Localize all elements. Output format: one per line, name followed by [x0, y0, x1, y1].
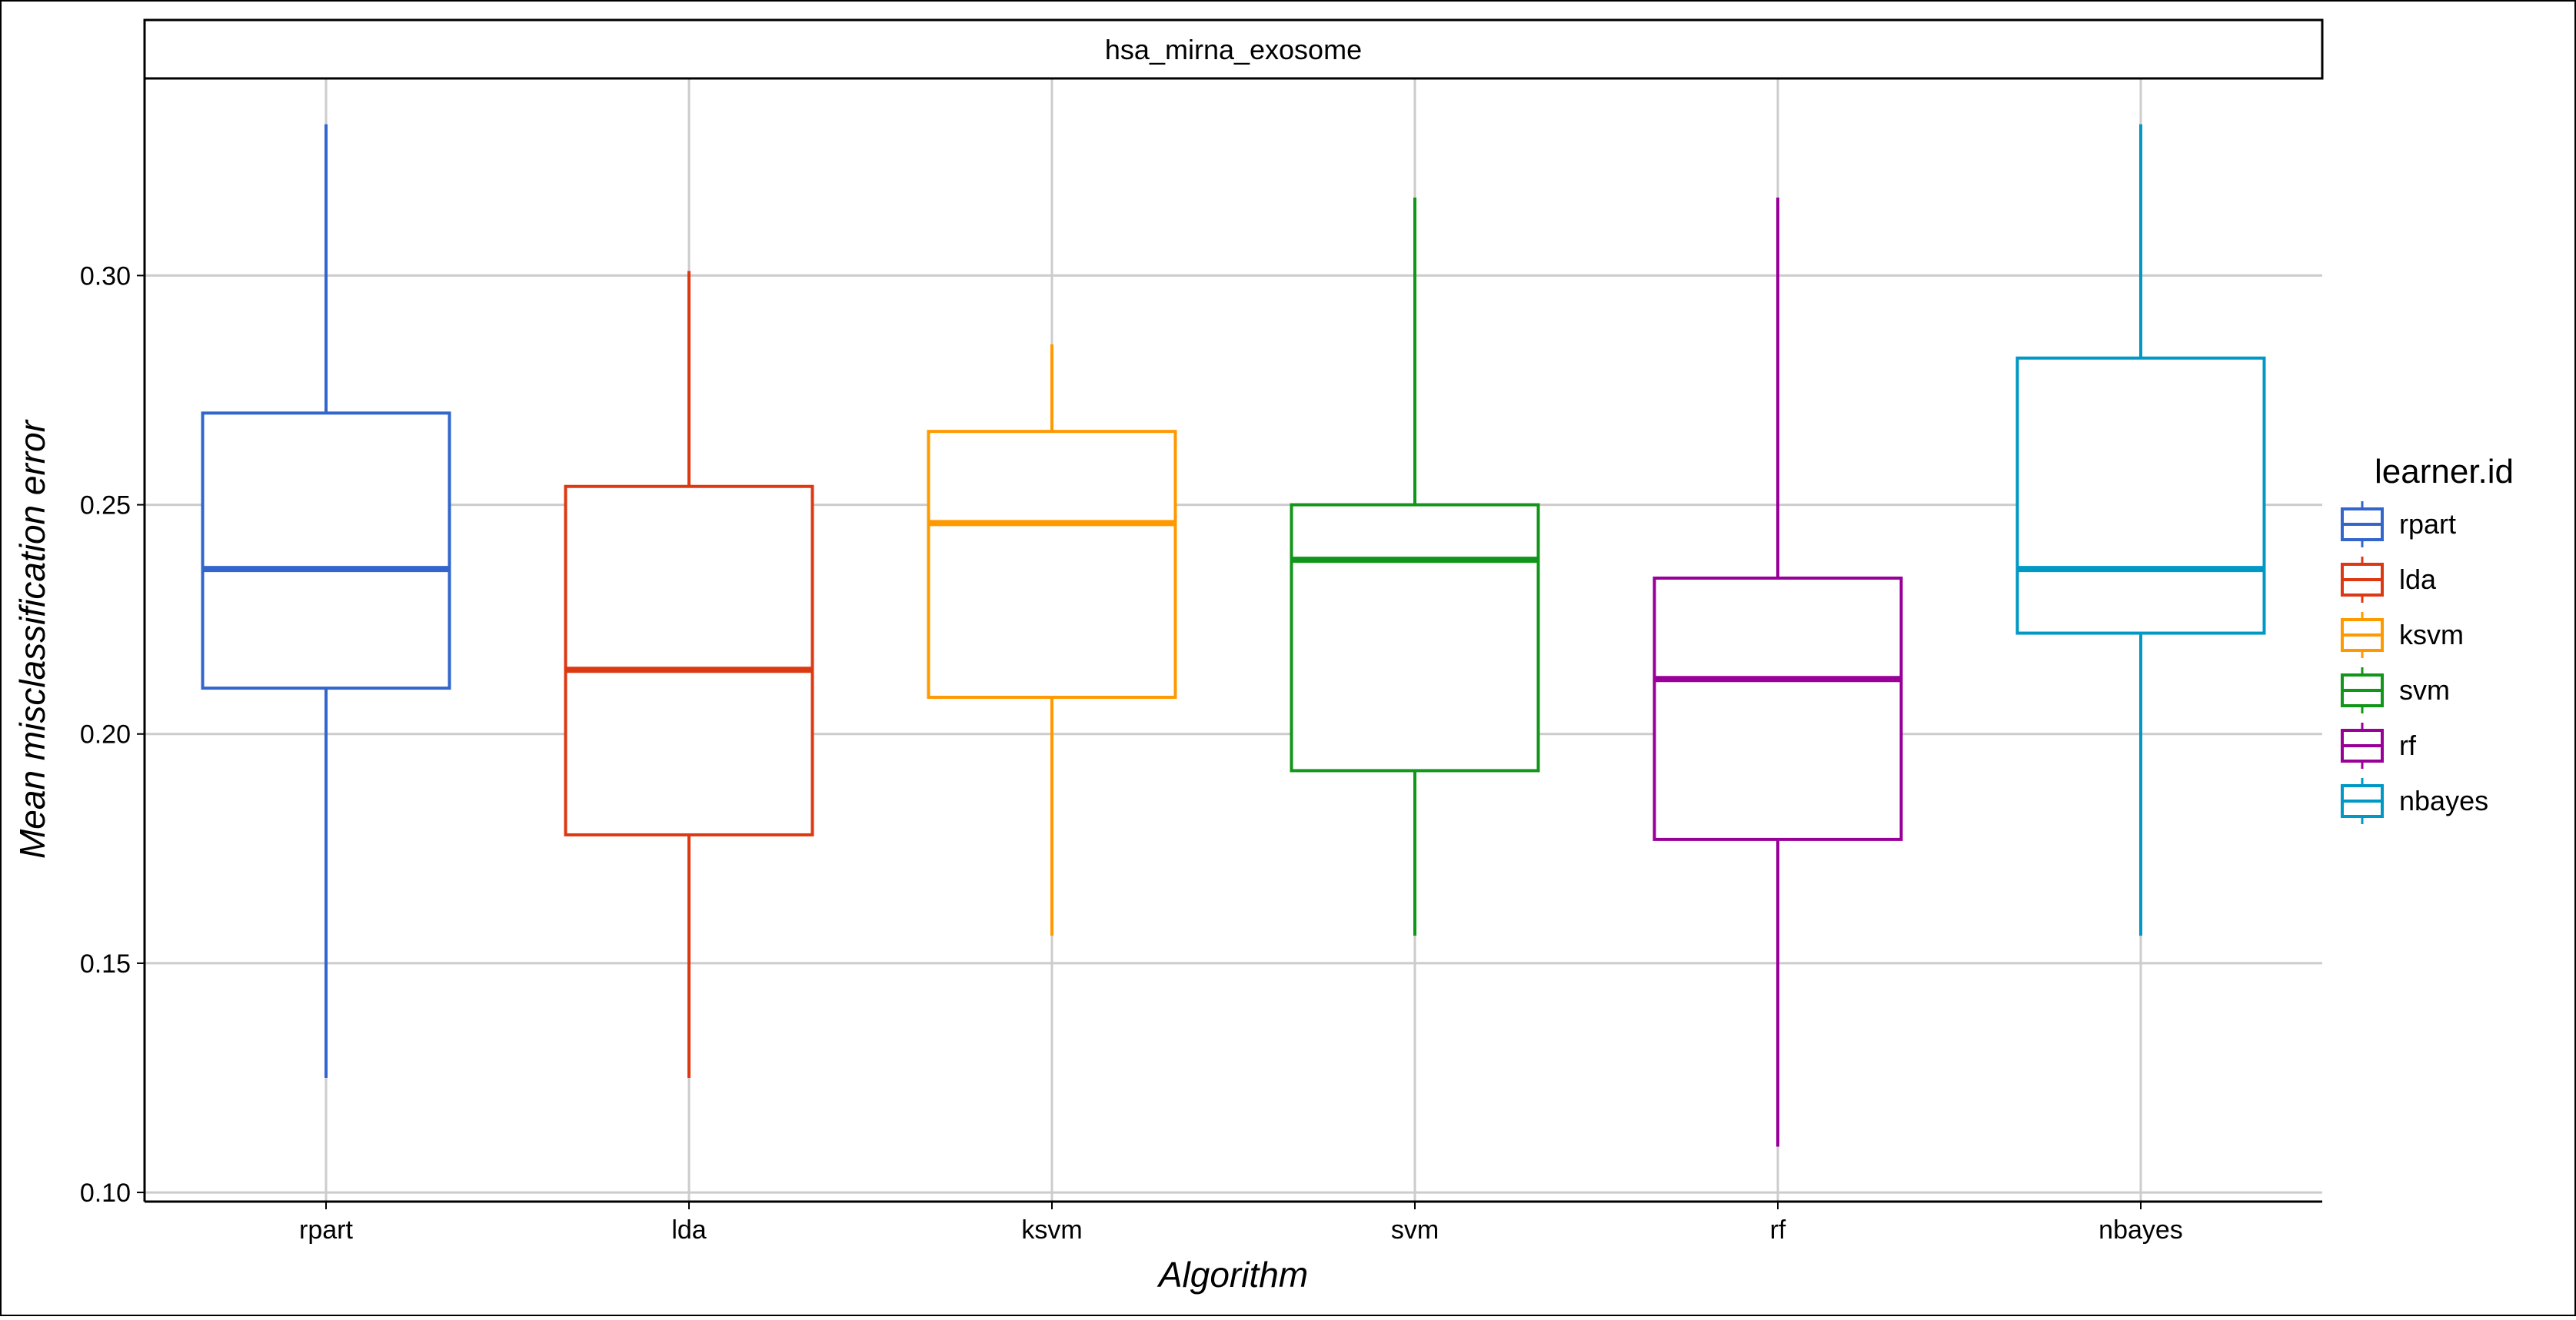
- x-tick-label: rf: [1770, 1215, 1786, 1245]
- legend-label: svm: [2399, 674, 2450, 706]
- legend-label: rpart: [2399, 508, 2456, 540]
- legend-item-rpart: rpart: [2341, 501, 2456, 547]
- x-tick-label: ksvm: [1021, 1215, 1082, 1245]
- legend-item-lda: lda: [2341, 557, 2437, 603]
- box-iqr: [1652, 576, 1903, 841]
- y-axis-title: Mean misclassification error: [12, 419, 52, 859]
- legend-item-svm: svm: [2341, 667, 2450, 713]
- facet-label: hsa_mirna_exosome: [1105, 34, 1362, 65]
- legend-label: nbayes: [2399, 785, 2488, 816]
- box-iqr: [1290, 503, 1540, 773]
- x-axis-title: Algorithm: [1157, 1255, 1308, 1295]
- box-iqr: [201, 411, 451, 690]
- y-tick-label: 0.25: [80, 491, 131, 520]
- y-tick-layer: 0.10 0.15 0.20 0.25 0.30: [80, 261, 145, 1208]
- legend-items: rpart lda ksvm svm rf nbayes: [2341, 501, 2488, 824]
- legend-item-rf: rf: [2341, 723, 2417, 769]
- legend-item-ksvm: ksvm: [2341, 612, 2464, 658]
- legend-label: ksvm: [2399, 619, 2464, 650]
- box-iqr: [927, 430, 1177, 700]
- legend-label: rf: [2399, 730, 2417, 761]
- box-rf: [1652, 198, 1903, 1147]
- legend-title: learner.id: [2375, 453, 2514, 490]
- legend: learner.id rpart lda ksvm svm rf nbayes: [2341, 453, 2514, 824]
- legend-label: lda: [2399, 564, 2437, 595]
- box-iqr: [2015, 356, 2266, 635]
- x-tick-layer: rpart lda ksvm svm rf nbayes: [299, 1202, 2183, 1245]
- box-layer: [201, 124, 2266, 1147]
- y-tick-label: 0.10: [80, 1179, 131, 1208]
- legend-item-nbayes: nbayes: [2341, 778, 2488, 824]
- box-nbayes: [2015, 124, 2266, 936]
- box-iqr: [564, 484, 814, 836]
- y-tick-label: 0.30: [80, 261, 131, 291]
- box-ksvm: [927, 344, 1177, 936]
- x-tick-label: rpart: [299, 1215, 353, 1245]
- box-lda: [564, 271, 814, 1078]
- facet-strip: hsa_mirna_exosome: [143, 18, 2324, 80]
- x-tick-label: lda: [671, 1215, 706, 1245]
- y-tick-label: 0.20: [80, 720, 131, 750]
- x-tick-label: nbayes: [2098, 1215, 2183, 1245]
- x-tick-label: svm: [1391, 1215, 1439, 1245]
- y-tick-label: 0.15: [80, 949, 131, 979]
- box-rpart: [201, 124, 451, 1078]
- facet-strip-box: [143, 18, 2324, 80]
- box-svm: [1290, 198, 1540, 936]
